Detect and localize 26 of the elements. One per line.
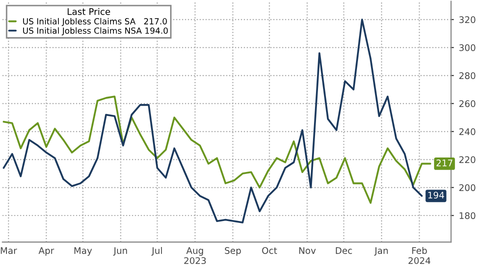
- y-tick-label: 180: [460, 212, 476, 220]
- x-tick-label: Mar: [0, 247, 18, 254]
- x-tick-label: Sep: [224, 247, 241, 256]
- y-tick-label: 220: [459, 156, 476, 164]
- y-tick-label: 260: [459, 100, 476, 108]
- x-tick-label: Dec: [336, 247, 352, 254]
- x-tick-label: Jun: [113, 247, 127, 256]
- x-tick-label: Feb 2024: [408, 246, 430, 264]
- data-label: 217: [436, 160, 452, 166]
- x-tick-label: Apr: [38, 247, 54, 256]
- x-tick-label: Jan: [374, 247, 388, 256]
- y-tick-label: 240: [459, 128, 476, 136]
- y-tick-label: 280: [459, 72, 476, 80]
- x-tick-label: Aug 2023: [184, 247, 206, 264]
- y-tick-label: 200: [459, 184, 476, 192]
- x-tick-label: Oct: [262, 247, 277, 254]
- x-tick-label: May: [74, 247, 92, 256]
- y-tick-label: 320: [459, 16, 476, 24]
- legend-label: US Initial Jobless Claims NSA 194.0: [23, 27, 168, 36]
- x-tick-label: Nov: [299, 247, 316, 254]
- x-tick-label: Jul: [151, 246, 162, 256]
- legend-label: US Initial Jobless Claims SA 217.0: [23, 18, 167, 26]
- line-series: [2, 18, 423, 224]
- legend-title: Last Price: [68, 8, 110, 15]
- data-label: 194: [428, 192, 444, 199]
- y-tick-label: 300: [459, 44, 476, 52]
